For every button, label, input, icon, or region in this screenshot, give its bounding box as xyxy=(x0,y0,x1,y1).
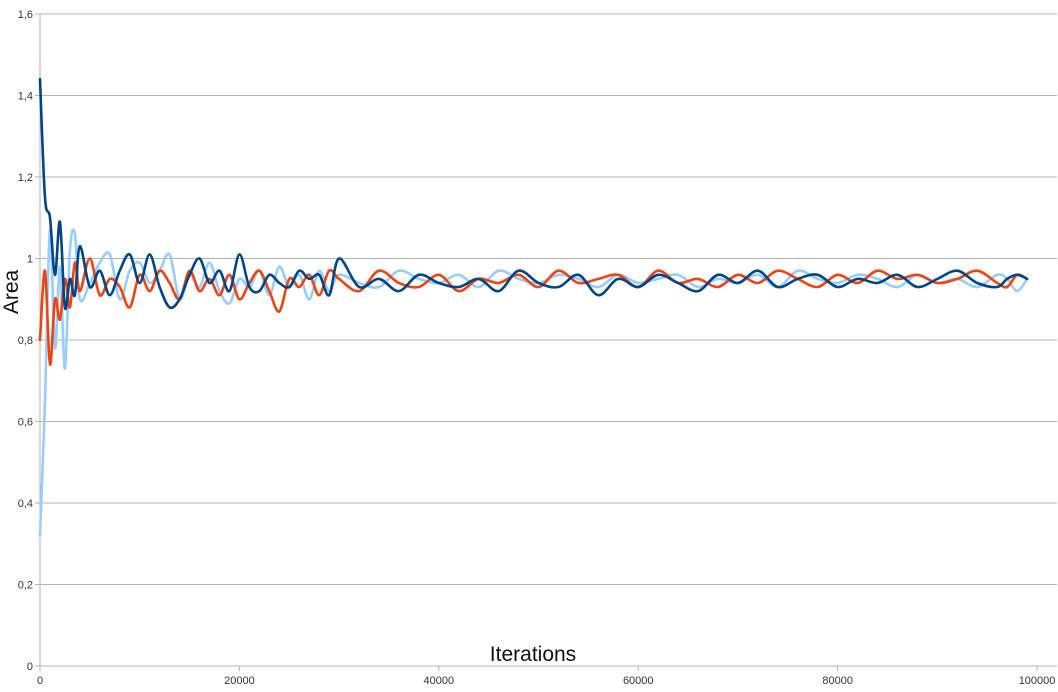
x-tick-label: 60000 xyxy=(623,675,654,687)
x-tick-label: 0 xyxy=(37,675,43,687)
gridlines xyxy=(40,13,1057,585)
y-tick-label: 0,8 xyxy=(18,335,33,347)
y-tick-label: 1,6 xyxy=(18,9,33,21)
y-tick-label: 1,2 xyxy=(18,172,33,184)
y-axis-title: Area xyxy=(0,270,23,315)
y-tick-label: 0,6 xyxy=(18,417,33,429)
y-tick-label: 0,4 xyxy=(18,498,33,510)
y-tick-label: 1,4 xyxy=(18,91,33,103)
series-line-2 xyxy=(38,257,1029,366)
y-tick-label: 0,2 xyxy=(18,580,33,592)
y-tick-label: 0 xyxy=(27,661,33,673)
x-tick-label: 20000 xyxy=(224,675,255,687)
x-tick-label: 80000 xyxy=(822,675,853,687)
y-tick-label: 1 xyxy=(27,254,33,266)
x-tick-label: 40000 xyxy=(424,675,455,687)
x-axis-title: Iterations xyxy=(490,643,576,666)
series-line-3 xyxy=(38,77,1029,311)
series-lines xyxy=(38,77,1029,537)
tick-labels: 0 0,2 0,4 0,6 0,8 1 1,2 1,4 1,6 0 20000 40000 60000 8… xyxy=(18,9,1056,687)
axes xyxy=(35,13,1057,671)
x-tick-label: 100000 xyxy=(1019,675,1056,687)
